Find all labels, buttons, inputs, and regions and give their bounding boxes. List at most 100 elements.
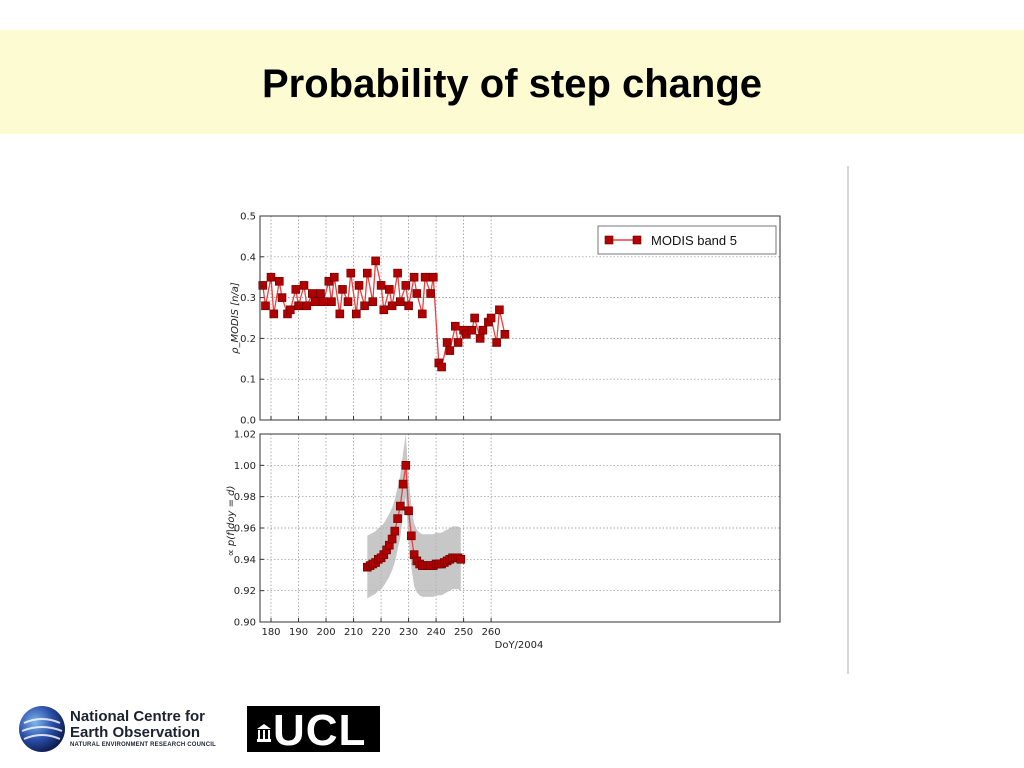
top-data-point (376, 281, 386, 290)
top-data-point (294, 301, 303, 311)
nceo-subtitle: NATURAL ENVIRONMENT RESEARCH COUNCIL (70, 742, 216, 748)
legend-marker-right (632, 235, 642, 245)
top-data-point (492, 338, 501, 347)
bottom-xtick-label: 230 (399, 627, 418, 638)
globe-icon (19, 706, 65, 752)
bottom-data-point (398, 479, 408, 489)
title-band (0, 30, 1024, 134)
top-data-point (420, 272, 430, 282)
top-ytick-label: 0.5 (240, 212, 256, 223)
top-data-point (478, 325, 488, 335)
bottom-xtick-label: 200 (316, 627, 335, 638)
top-data-point (346, 268, 356, 278)
top-data-point (395, 297, 405, 307)
top-data-point (299, 281, 309, 290)
bottom-data-point (395, 501, 405, 511)
bottom-data-point (404, 506, 413, 516)
top-data-point (338, 285, 347, 294)
bottom-data-point (401, 460, 411, 470)
bottom-ytick-label: 1.02 (234, 430, 256, 441)
top-data-point (307, 289, 317, 298)
bottom-data-point (393, 514, 402, 523)
top-data-point (437, 362, 446, 372)
top-data-point (486, 313, 496, 323)
top-data-point (335, 309, 345, 319)
top-data-point (384, 285, 394, 294)
top-data-point (404, 301, 413, 311)
top-data-point (285, 305, 295, 315)
portico-icon (257, 724, 271, 742)
top-ytick-label: 0.2 (240, 334, 256, 345)
bottom-xtick-label: 240 (427, 627, 446, 638)
bottom-xtick-label: 220 (372, 627, 391, 638)
legend-marker-left (604, 235, 614, 245)
top-data-point (368, 297, 378, 307)
top-data-point (393, 268, 402, 278)
bottom-ylabel: ∝ p(f|doy = d) (226, 486, 237, 557)
top-data-point (379, 305, 389, 315)
top-data-point (277, 293, 287, 302)
legend: MODIS band 5 (597, 225, 777, 255)
top-data-point (354, 281, 364, 290)
top-data-point (274, 276, 284, 286)
top-data-point (409, 272, 419, 282)
top-data-point (428, 272, 438, 282)
top-plot-frame (259, 215, 781, 421)
top-data-point (442, 338, 452, 347)
bottom-xtick-label: 180 (261, 627, 280, 638)
top-data-point (412, 289, 422, 298)
bottom-ytick-label: 1.00 (234, 461, 256, 472)
top-data-point (362, 268, 372, 278)
top-data-point (475, 334, 485, 343)
top-data-point (343, 297, 353, 307)
bottom-xtick-label: 250 (454, 627, 473, 638)
nceo-name-line2: Earth Observation (70, 724, 201, 741)
bottom-xtick-label: 260 (482, 627, 501, 638)
top-data-point (261, 301, 270, 311)
top-ytick-label: 0.3 (240, 293, 256, 304)
top-data-point (318, 297, 328, 307)
top-data-point (470, 313, 479, 323)
bottom-ytick-label: 0.92 (234, 586, 256, 597)
bottom-xlabel: DoY/2004 (495, 640, 544, 651)
top-data-point (417, 309, 427, 319)
ucl-logo: UCL (247, 706, 380, 755)
top-data-point (360, 301, 369, 311)
top-data-point (453, 338, 463, 347)
bottom-data-point (390, 526, 400, 536)
top-data-point (310, 297, 320, 307)
top-data-point (387, 301, 397, 311)
top-data-point (269, 309, 279, 319)
nceo-logo: National Centre for Earth Observation NA… (18, 702, 248, 758)
top-ylabel: ρ_MODIS [n/a] (230, 282, 241, 354)
bottom-data-point (456, 554, 466, 564)
bottom-ytick-label: 0.96 (234, 524, 256, 535)
top-data-point (495, 305, 504, 315)
top-data-point (351, 309, 361, 319)
bottom-ytick-label: 0.94 (234, 555, 256, 566)
top-data-point (371, 256, 380, 266)
top-data-point (258, 281, 268, 290)
bottom-uncertainty-band (367, 434, 461, 599)
nceo-name-line1: National Centre for (70, 708, 206, 725)
top-ytick-label: 0.1 (240, 375, 256, 386)
bottom-panel: 0.90 0.92 0.94 0.96 0.98 1.00 1.02 180 190 200 210… (234, 430, 781, 638)
top-ytick-label: 0.0 (240, 416, 256, 427)
top-data-point (445, 346, 455, 355)
top-ytick-label: 0.4 (240, 252, 256, 263)
top-data-point (401, 281, 411, 290)
ucl-wordmark: UCL (273, 706, 367, 755)
bottom-xtick-label: 210 (344, 627, 363, 638)
top-data-point (467, 325, 477, 335)
bottom-data-point (387, 534, 397, 544)
bottom-data-point (406, 531, 416, 541)
top-data-point (266, 272, 276, 282)
top-data-point (327, 297, 336, 307)
vertical-divider (847, 166, 849, 674)
slide-title: Probability of step change (261, 62, 763, 106)
top-data-point (316, 289, 325, 298)
top-data-point (329, 272, 339, 282)
bottom-ytick-label: 0.98 (234, 492, 256, 503)
bottom-xtick-label: 190 (289, 627, 308, 638)
